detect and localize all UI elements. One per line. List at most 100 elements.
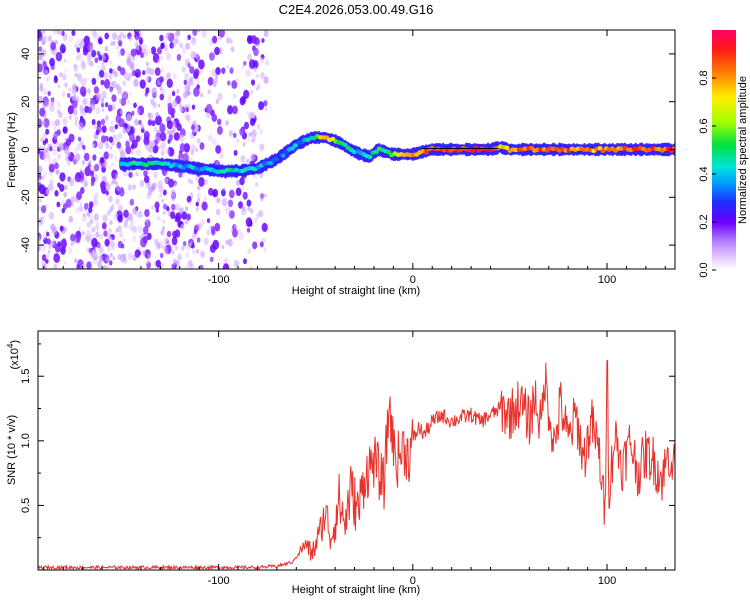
noise-speckle bbox=[162, 210, 166, 215]
noise-speckle bbox=[139, 136, 143, 140]
noise-speckle bbox=[120, 257, 124, 263]
noise-speckle bbox=[82, 231, 85, 236]
noise-speckle bbox=[188, 120, 192, 125]
noise-speckle bbox=[111, 204, 115, 210]
noise-speckle bbox=[102, 55, 107, 61]
noise-speckle bbox=[72, 108, 78, 116]
colorbar-label: Normalized spectral amplitude bbox=[737, 76, 749, 224]
noise-speckle bbox=[226, 37, 231, 44]
noise-speckle bbox=[204, 178, 209, 186]
noise-speckle bbox=[44, 147, 49, 153]
noise-speckle bbox=[59, 72, 63, 78]
noise-speckle bbox=[162, 219, 165, 224]
noise-speckle bbox=[156, 242, 161, 249]
noise-speckle bbox=[179, 106, 184, 113]
noise-speckle bbox=[248, 132, 252, 138]
noise-speckle bbox=[103, 230, 108, 237]
noise-speckle bbox=[48, 211, 55, 220]
noise-speckle bbox=[91, 30, 97, 37]
noise-speckle bbox=[199, 264, 204, 269]
noise-speckle bbox=[38, 236, 41, 245]
noise-speckle bbox=[198, 68, 203, 75]
noise-speckle bbox=[132, 184, 136, 190]
noise-speckle bbox=[232, 228, 238, 238]
noise-speckle bbox=[128, 171, 133, 178]
noise-speckle bbox=[107, 104, 113, 112]
noise-speckle bbox=[107, 246, 111, 252]
noise-speckle bbox=[148, 145, 154, 153]
noise-speckle bbox=[168, 178, 175, 188]
noise-speckle bbox=[67, 247, 73, 255]
noise-speckle bbox=[87, 88, 91, 94]
noise-speckle bbox=[130, 150, 134, 155]
noise-speckle bbox=[228, 189, 235, 199]
noise-speckle bbox=[49, 104, 55, 112]
noise-speckle bbox=[67, 93, 71, 98]
noise-speckle bbox=[52, 120, 57, 127]
noise-speckle bbox=[45, 77, 49, 82]
noise-speckle bbox=[235, 187, 242, 197]
noise-speckle bbox=[196, 192, 201, 199]
noise-speckle bbox=[183, 79, 188, 86]
noise-speckle bbox=[198, 59, 205, 70]
noise-speckle bbox=[63, 191, 68, 198]
noise-speckle bbox=[260, 72, 265, 80]
noise-speckle bbox=[175, 212, 182, 222]
noise-speckle bbox=[127, 184, 132, 191]
noise-speckle bbox=[80, 107, 85, 116]
noise-speckle bbox=[189, 66, 195, 74]
noise-speckle bbox=[54, 190, 59, 197]
snr-series bbox=[38, 359, 675, 570]
noise-speckle bbox=[38, 53, 43, 61]
noise-speckle bbox=[227, 80, 231, 86]
noise-speckle bbox=[119, 109, 123, 115]
noise-speckle bbox=[95, 231, 100, 238]
noise-speckle bbox=[160, 42, 165, 50]
noise-speckle bbox=[201, 30, 207, 38]
noise-field bbox=[38, 30, 269, 269]
noise-speckle bbox=[101, 60, 105, 65]
noise-speckle bbox=[145, 76, 150, 82]
noise-speckle bbox=[102, 265, 108, 269]
noise-speckle bbox=[263, 100, 268, 107]
noise-speckle bbox=[215, 160, 219, 166]
noise-speckle bbox=[249, 89, 254, 95]
noise-speckle bbox=[43, 114, 47, 119]
noise-speckle bbox=[265, 60, 269, 66]
noise-speckle bbox=[142, 250, 147, 256]
noise-speckle bbox=[42, 140, 47, 146]
noise-speckle bbox=[42, 88, 48, 96]
noise-speckle bbox=[98, 254, 104, 262]
noise-speckle bbox=[241, 64, 245, 70]
noise-speckle bbox=[243, 258, 247, 265]
noise-speckle bbox=[215, 145, 222, 154]
noise-speckle bbox=[111, 177, 117, 185]
noise-speckle bbox=[187, 34, 191, 40]
noise-speckle bbox=[193, 229, 198, 235]
noise-speckle bbox=[207, 76, 214, 86]
noise-speckle bbox=[203, 195, 208, 201]
noise-speckle bbox=[139, 235, 142, 239]
noise-speckle bbox=[98, 38, 103, 45]
noise-speckle bbox=[196, 58, 200, 63]
noise-speckle bbox=[57, 30, 62, 36]
noise-speckle bbox=[46, 231, 50, 237]
noise-speckle bbox=[241, 185, 245, 190]
noise-speckle bbox=[211, 138, 218, 147]
noise-speckle bbox=[122, 80, 127, 87]
noise-speckle bbox=[74, 148, 78, 154]
noise-speckle bbox=[127, 213, 133, 221]
noise-speckle bbox=[208, 187, 214, 196]
noise-speckle bbox=[125, 145, 132, 155]
noise-speckle bbox=[197, 30, 201, 33]
noise-speckle bbox=[109, 260, 113, 266]
noise-speckle bbox=[83, 152, 90, 162]
noise-speckle bbox=[109, 87, 113, 93]
noise-speckle bbox=[39, 96, 43, 101]
noise-speckle bbox=[152, 102, 157, 108]
noise-speckle bbox=[192, 30, 198, 36]
noise-speckle bbox=[160, 142, 166, 151]
noise-speckle bbox=[108, 73, 113, 80]
noise-speckle bbox=[166, 78, 173, 89]
noise-speckle bbox=[54, 75, 58, 80]
